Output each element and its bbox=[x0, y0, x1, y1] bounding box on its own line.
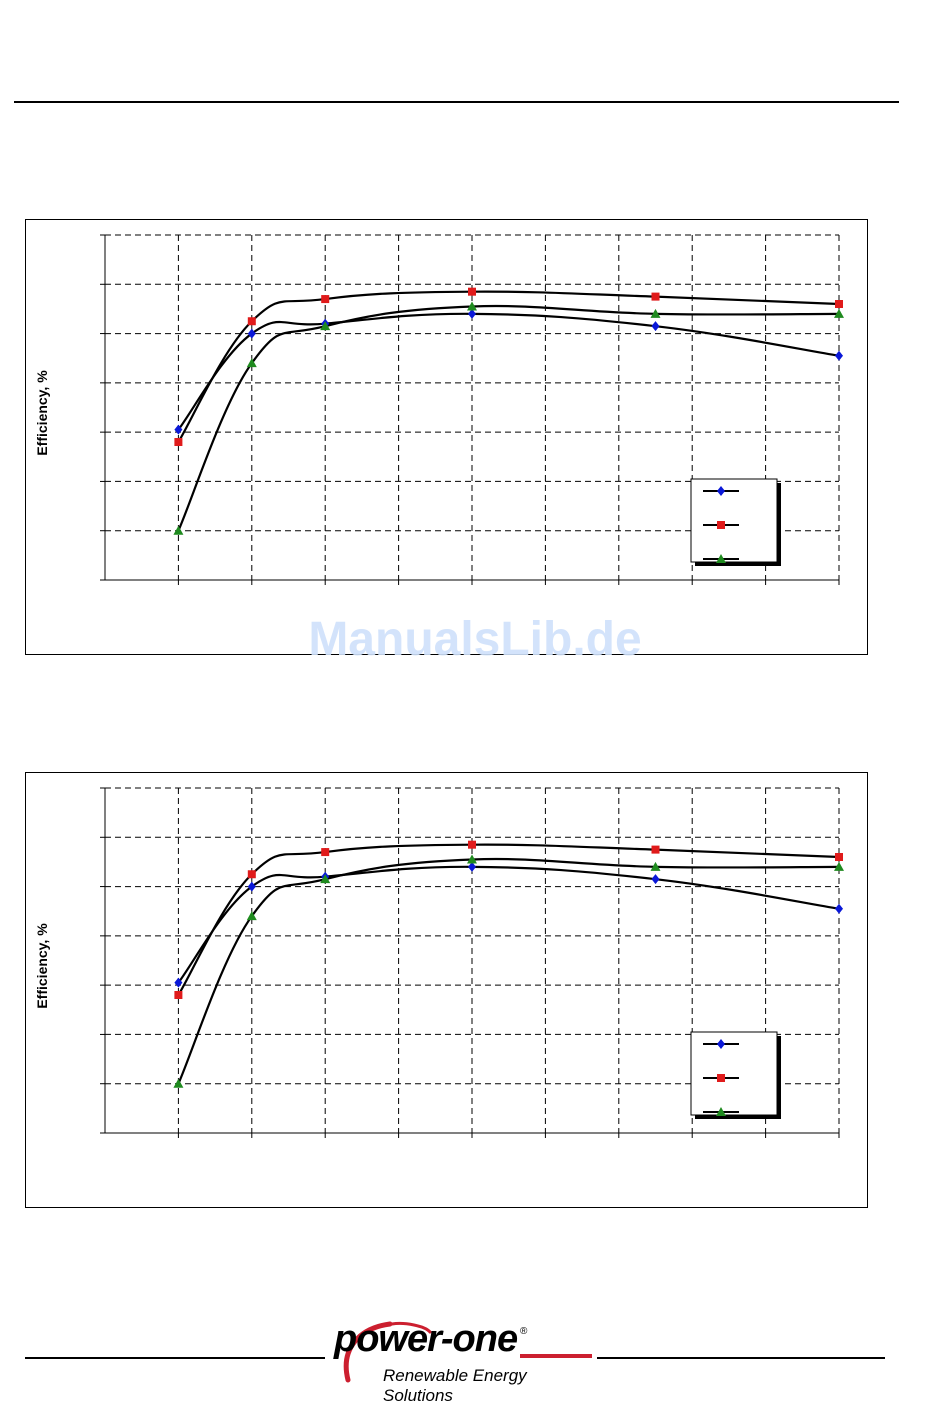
legend-box bbox=[690, 478, 778, 563]
data-point-series-1 bbox=[468, 308, 476, 319]
data-point-series-1 bbox=[174, 424, 183, 435]
series-line-1 bbox=[177, 865, 840, 984]
data-point-series-3 bbox=[834, 861, 844, 871]
data-point-series-3 bbox=[246, 911, 257, 921]
data-point-series-3 bbox=[650, 861, 661, 871]
data-point-series-2 bbox=[247, 317, 256, 326]
data-point-series-3 bbox=[173, 1078, 184, 1088]
legend-marker-3 bbox=[716, 1107, 726, 1116]
logo-registered-mark: ® bbox=[520, 1326, 528, 1337]
logo-swoosh-icon bbox=[343, 1321, 592, 1383]
series-line-1 bbox=[177, 312, 840, 431]
legend-box bbox=[690, 1031, 778, 1116]
data-point-series-1 bbox=[247, 881, 256, 892]
data-point-series-3 bbox=[320, 874, 331, 884]
header-rule bbox=[14, 101, 899, 103]
data-point-series-2 bbox=[835, 300, 843, 308]
data-point-series-1 bbox=[174, 977, 183, 988]
data-point-series-3 bbox=[320, 321, 331, 331]
data-point-series-3 bbox=[173, 525, 184, 535]
logo-wordmark: power-one bbox=[334, 1318, 518, 1360]
data-point-series-2 bbox=[174, 438, 183, 446]
y-axis-label: Efficiency, % bbox=[34, 923, 50, 1009]
data-point-series-1 bbox=[651, 874, 660, 885]
data-point-series-2 bbox=[468, 840, 476, 849]
efficiency-chart-1: Efficiency, % bbox=[25, 219, 868, 655]
legend-marker-2 bbox=[717, 1074, 725, 1082]
legend-marker-1 bbox=[717, 1039, 725, 1049]
data-point-series-1 bbox=[468, 861, 476, 872]
power-one-logo: power-one ® Renewable Energy Solutions bbox=[330, 1318, 595, 1405]
data-point-series-3 bbox=[650, 308, 661, 318]
y-axis-label: Efficiency, % bbox=[34, 370, 50, 456]
chart-plot-svg-2 bbox=[100, 787, 844, 1138]
series-line-3 bbox=[177, 304, 840, 532]
data-point-series-3 bbox=[467, 301, 477, 311]
legend-marker-2 bbox=[717, 521, 725, 529]
data-point-series-2 bbox=[468, 287, 476, 296]
chart-plot-svg-1 bbox=[100, 234, 844, 585]
efficiency-chart-2: Efficiency, % bbox=[25, 772, 868, 1208]
logo-tagline: Renewable Energy Solutions bbox=[383, 1366, 527, 1405]
data-point-series-1 bbox=[651, 321, 660, 332]
data-point-series-2 bbox=[321, 848, 330, 857]
series-line-2 bbox=[177, 290, 840, 443]
watermark-text: ManualsLib.de bbox=[308, 613, 642, 666]
data-point-series-3 bbox=[246, 358, 257, 368]
data-point-series-1 bbox=[835, 350, 843, 361]
data-point-series-1 bbox=[247, 328, 256, 339]
data-point-series-1 bbox=[835, 903, 843, 914]
data-point-series-3 bbox=[834, 308, 844, 318]
legend-marker-3 bbox=[716, 554, 726, 563]
footer-rule-right bbox=[597, 1357, 885, 1359]
data-point-series-3 bbox=[467, 854, 477, 864]
data-point-series-2 bbox=[651, 292, 660, 301]
footer-rule-left bbox=[25, 1357, 325, 1359]
data-point-series-2 bbox=[247, 870, 256, 879]
series-line-2 bbox=[177, 843, 840, 996]
data-point-series-2 bbox=[651, 845, 660, 854]
data-point-series-2 bbox=[321, 295, 330, 304]
data-point-series-2 bbox=[835, 853, 843, 861]
legend-marker-1 bbox=[717, 486, 725, 496]
series-line-3 bbox=[177, 857, 840, 1085]
data-point-series-2 bbox=[174, 991, 183, 999]
